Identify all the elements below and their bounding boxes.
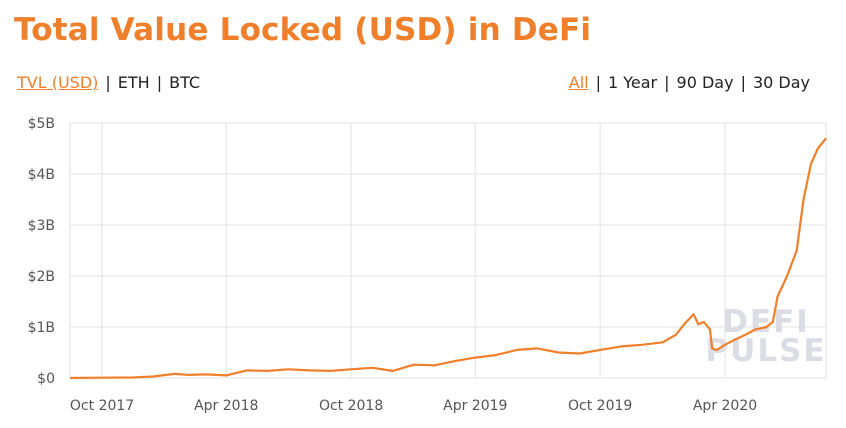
range-all[interactable]: All — [568, 73, 589, 92]
toggle-btc[interactable]: BTC — [169, 73, 201, 92]
toggle-eth[interactable]: ETH — [117, 73, 150, 92]
separator: | — [740, 73, 746, 92]
y-tick-label: $5B — [28, 116, 55, 132]
range-90-day[interactable]: 90 Day — [676, 73, 734, 92]
y-tick-label: $3B — [28, 218, 55, 234]
y-tick-label: $2B — [28, 269, 55, 285]
separator: | — [105, 73, 111, 92]
toggle-tvl-usd[interactable]: TVL (USD) — [17, 73, 99, 92]
x-tick-label: Apr 2020 — [693, 398, 757, 414]
separator: | — [664, 73, 670, 92]
watermark-line-1: DEFI — [722, 304, 810, 340]
separator: | — [595, 73, 601, 92]
x-tick-label: Apr 2019 — [443, 398, 507, 414]
separator: | — [156, 73, 163, 92]
x-tick-label: Oct 2019 — [568, 398, 632, 414]
y-tick-label: $1B — [28, 320, 55, 336]
x-tick-label: Apr 2018 — [194, 398, 258, 414]
x-tick-label: Oct 2017 — [70, 398, 134, 414]
y-tick-label: $0 — [37, 371, 55, 387]
tvl-line-chart: DEFI PULSE $0 $1B $2B $3B $4B $5B Oct 2017 Apr … — [28, 116, 827, 414]
grid — [69, 122, 827, 379]
currency-toggle: TVL (USD) | ETH | BTC — [17, 73, 200, 92]
range-30-day[interactable]: 30 Day — [752, 73, 810, 92]
tvl-series-line — [69, 137, 827, 380]
defi-pulse-watermark: DEFI PULSE — [705, 304, 826, 369]
y-tick-label: $4B — [28, 167, 55, 183]
x-tick-label: Oct 2018 — [319, 398, 383, 414]
range-1-year[interactable]: 1 Year — [607, 73, 658, 92]
range-toggle: All | 1 Year | 90 Day | 30 Day — [569, 73, 810, 92]
watermark-line-2: PULSE — [705, 333, 826, 369]
page-title: Total Value Locked (USD) in DeFi — [14, 12, 592, 48]
axis-ticks: $0 $1B $2B $3B $4B $5B Oct 2017 Apr 2018 Oct 201… — [28, 116, 758, 414]
